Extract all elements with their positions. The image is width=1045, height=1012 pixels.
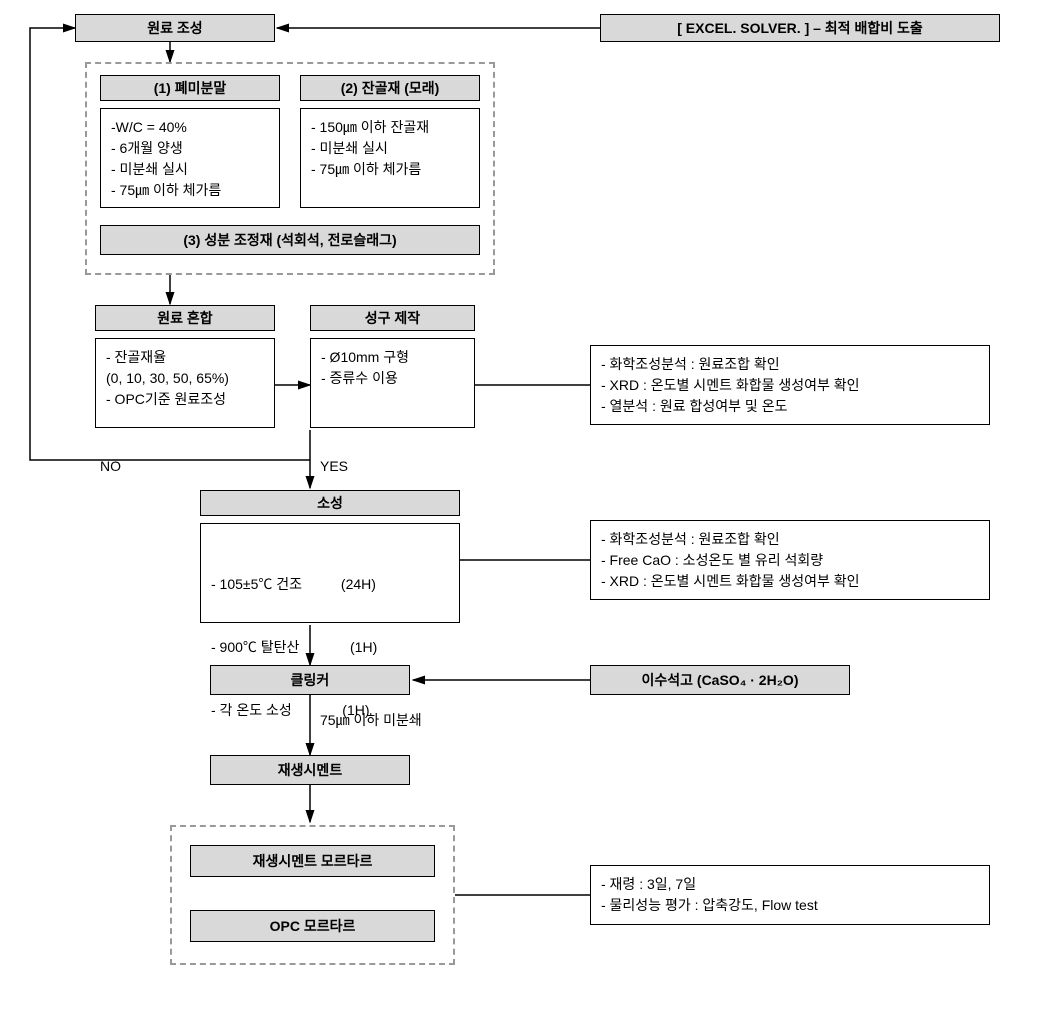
node-analysis2: - 화학조성분석 : 원료조합 확인 - Free CaO : 소성온도 별 유…: [590, 520, 990, 600]
text-line: - 75㎛ 이하 체가름: [111, 180, 269, 201]
text-line: - 화학조성분석 : 원료조합 확인: [601, 529, 979, 550]
edge-label-yes: YES: [320, 458, 348, 474]
node-raw-material-title: 원료 조성: [147, 18, 202, 38]
edge-label-grind: 75㎛ 이하 미분쇄: [320, 710, 422, 730]
node-fine-agg-body: - 150㎛ 이하 잔골재 - 미분쇄 실시 - 75㎛ 이하 체가름: [300, 108, 480, 208]
node-clinker: 클링커: [210, 665, 410, 695]
text-line: - 미분쇄 실시: [111, 159, 269, 180]
node-recycled-cement: 재생시멘트: [210, 755, 410, 785]
text-line: - XRD : 온도별 시멘트 화합물 생성여부 확인: [601, 571, 979, 592]
node-mold-header: 성구 제작: [310, 305, 475, 331]
node-gypsum: 이수석고 (CaSO₄ · 2H₂O): [590, 665, 850, 695]
node-adjuster-title: (3) 성분 조정재 (석회석, 전로슬래그): [183, 230, 396, 250]
text-line: - 재령 : 3일, 7일: [601, 874, 979, 895]
text-line: - Free CaO : 소성온도 별 유리 석회량: [601, 550, 979, 571]
node-sintering-title: 소성: [317, 493, 343, 513]
node-waste-powder-title: (1) 폐미분말: [154, 78, 227, 98]
node-excel-solver-title: [ EXCEL. SOLVER. ] – 최적 배합비 도출: [677, 18, 922, 38]
node-raw-material: 원료 조성: [75, 14, 275, 42]
node-waste-powder-header: (1) 폐미분말: [100, 75, 280, 101]
node-mold-title: 성구 제작: [365, 308, 420, 328]
node-sintering-header: 소성: [200, 490, 460, 516]
node-mix-body: - 잔골재율 (0, 10, 30, 50, 65%) - OPC기준 원료조성: [95, 338, 275, 428]
node-mix-title: 원료 혼합: [157, 308, 212, 328]
text-line: - 미분쇄 실시: [311, 138, 469, 159]
node-fine-agg-header: (2) 잔골재 (모래): [300, 75, 480, 101]
edge-label-no: NO: [100, 458, 121, 474]
node-opc-mortar-title: OPC 모르타르: [270, 916, 356, 936]
text-line: - 물리성능 평가 : 압축강도, Flow test: [601, 895, 979, 916]
node-mold-body: - Ø10mm 구형 - 증류수 이용: [310, 338, 475, 428]
node-analysis1: - 화학조성분석 : 원료조합 확인 - XRD : 온도별 시멘트 화합물 생…: [590, 345, 990, 425]
text-line: - 150㎛ 이하 잔골재: [311, 117, 469, 138]
node-opc-mortar: OPC 모르타르: [190, 910, 435, 942]
node-excel-solver: [ EXCEL. SOLVER. ] – 최적 배합비 도출: [600, 14, 1000, 42]
node-adjuster: (3) 성분 조정재 (석회석, 전로슬래그): [100, 225, 480, 255]
text-line: - 900℃ 탈탄산 (1H): [211, 637, 449, 658]
node-waste-powder-body: -W/C = 40% - 6개월 양생 - 미분쇄 실시 - 75㎛ 이하 체가…: [100, 108, 280, 208]
node-sintering-body: - 105±5℃ 건조 (24H) - 900℃ 탈탄산 (1H) - 각 온도…: [200, 523, 460, 623]
node-recycled-cement-title: 재생시멘트: [278, 760, 342, 780]
node-clinker-title: 클링커: [291, 670, 330, 690]
node-mix-header: 원료 혼합: [95, 305, 275, 331]
node-fine-agg-title: (2) 잔골재 (모래): [341, 78, 440, 98]
text-line: (0, 10, 30, 50, 65%): [106, 368, 264, 389]
text-line: - 열분석 : 원료 합성여부 및 온도: [601, 396, 979, 417]
text-line: - 증류수 이용: [321, 368, 464, 389]
node-recycled-mortar: 재생시멘트 모르타르: [190, 845, 435, 877]
text-line: - 잔골재율: [106, 347, 264, 368]
text-line: - Ø10mm 구형: [321, 347, 464, 368]
text-line: - 105±5℃ 건조 (24H): [211, 574, 449, 595]
text-line: - 6개월 양생: [111, 138, 269, 159]
node-recycled-mortar-title: 재생시멘트 모르타르: [253, 851, 373, 871]
flowchart-canvas: 원료 조성 [ EXCEL. SOLVER. ] – 최적 배합비 도출 (1)…: [0, 0, 1045, 1012]
text-line: - XRD : 온도별 시멘트 화합물 생성여부 확인: [601, 375, 979, 396]
text-line: -W/C = 40%: [111, 117, 269, 138]
text-line: - 75㎛ 이하 체가름: [311, 159, 469, 180]
text-line: - OPC기준 원료조성: [106, 389, 264, 410]
text-line: - 화학조성분석 : 원료조합 확인: [601, 354, 979, 375]
node-gypsum-title: 이수석고 (CaSO₄ · 2H₂O): [642, 670, 799, 690]
node-analysis3: - 재령 : 3일, 7일 - 물리성능 평가 : 압축강도, Flow tes…: [590, 865, 990, 925]
